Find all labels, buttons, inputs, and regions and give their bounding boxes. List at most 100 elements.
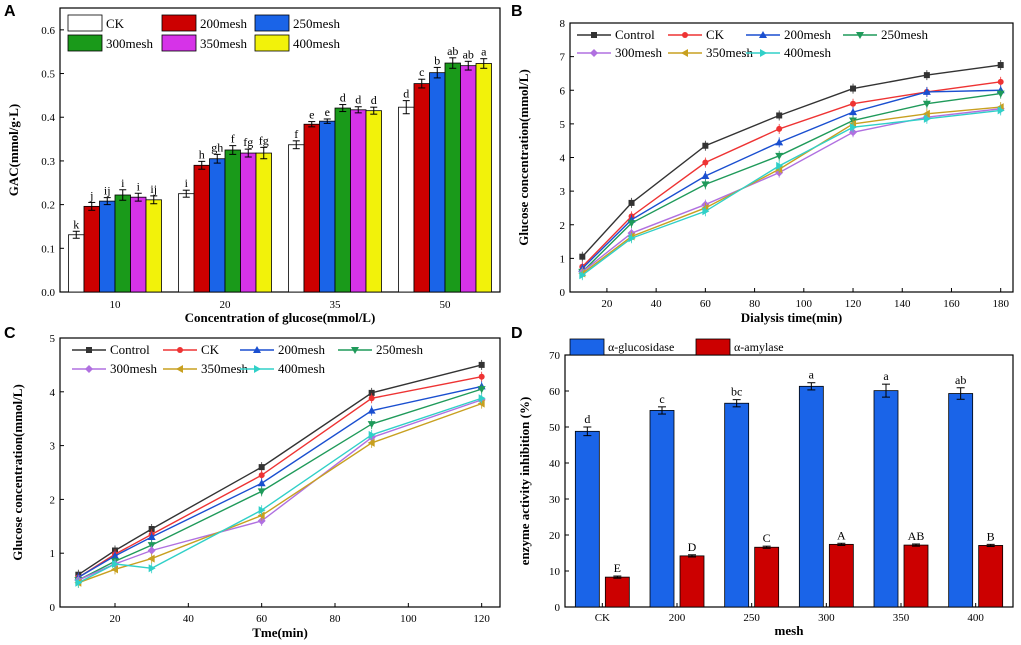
data-marker bbox=[759, 31, 767, 38]
x-tick-label: 180 bbox=[992, 298, 1009, 310]
x-tick-label: 200 bbox=[669, 612, 686, 624]
x-tick-label: 40 bbox=[183, 613, 195, 625]
y-tick-label: 4 bbox=[50, 387, 56, 399]
bar bbox=[828, 543, 854, 608]
bar bbox=[679, 555, 705, 608]
legend-label: 400mesh bbox=[784, 45, 831, 60]
series-line bbox=[581, 92, 1001, 273]
bar-significance-label: B bbox=[987, 529, 995, 543]
bar bbox=[798, 385, 824, 608]
bar bbox=[948, 393, 974, 608]
y-tick-label: 7 bbox=[560, 52, 566, 64]
bar-significance-label: bc bbox=[731, 385, 742, 399]
x-tick-label: 20 bbox=[220, 299, 232, 311]
y-tick-label: 0 bbox=[50, 602, 56, 614]
legend-label: 350mesh bbox=[706, 45, 753, 60]
data-marker bbox=[922, 109, 930, 118]
bar bbox=[398, 106, 415, 293]
data-marker bbox=[368, 389, 375, 396]
legend-label: 400mesh bbox=[293, 36, 340, 51]
bar bbox=[604, 576, 630, 608]
data-marker bbox=[86, 347, 92, 353]
data-marker bbox=[776, 125, 783, 132]
bar-significance-label: c bbox=[659, 392, 664, 406]
bar bbox=[350, 109, 367, 293]
legend-label: Control bbox=[110, 342, 150, 357]
data-marker bbox=[628, 234, 636, 243]
y-tick-label: 8 bbox=[560, 18, 566, 30]
x-tick-label: 80 bbox=[330, 613, 342, 625]
bar-significance-label: e bbox=[309, 108, 314, 122]
bar bbox=[444, 62, 461, 293]
bar bbox=[224, 149, 241, 293]
legend-swatch bbox=[569, 338, 605, 356]
x-tick-label: 300 bbox=[818, 612, 835, 624]
panel-letter-d: D bbox=[511, 325, 523, 342]
y-tick-label: 0 bbox=[555, 602, 561, 614]
data-marker bbox=[701, 181, 710, 189]
legend-label: 300mesh bbox=[106, 36, 153, 51]
x-tick-label: 60 bbox=[700, 298, 712, 310]
y-tick-label: 2 bbox=[50, 494, 56, 506]
legend-label: 250mesh bbox=[376, 342, 423, 357]
data-marker bbox=[591, 32, 597, 38]
bar-significance-label: a bbox=[481, 45, 487, 59]
y-tick-label: 0 bbox=[560, 287, 566, 299]
data-marker bbox=[702, 159, 709, 166]
x-tick-label: 20 bbox=[601, 298, 613, 310]
bar-significance-label: fg bbox=[243, 135, 253, 149]
data-marker bbox=[775, 138, 784, 146]
series-line bbox=[77, 376, 482, 579]
legend-label: CK bbox=[201, 342, 220, 357]
data-marker bbox=[368, 430, 376, 439]
y-tick-label: 5 bbox=[50, 333, 56, 345]
data-marker bbox=[111, 565, 118, 574]
legend-label: 300mesh bbox=[615, 45, 662, 60]
bar bbox=[114, 194, 131, 293]
data-marker bbox=[111, 551, 119, 559]
series-line bbox=[581, 108, 1001, 273]
bar-significance-label: j bbox=[89, 188, 93, 202]
bar bbox=[754, 546, 780, 608]
bar-significance-label: AB bbox=[908, 529, 925, 543]
y-axis-title: enzyme activity inhibition (%) bbox=[517, 397, 532, 566]
data-marker bbox=[147, 554, 155, 563]
bar bbox=[130, 196, 147, 293]
data-marker bbox=[148, 564, 156, 573]
series-line bbox=[581, 106, 1001, 275]
x-tick-label: CK bbox=[595, 612, 610, 624]
bar-significance-label: fg bbox=[259, 133, 269, 147]
data-marker bbox=[775, 152, 784, 160]
x-tick-label: 10 bbox=[110, 299, 122, 311]
series-line bbox=[78, 399, 482, 581]
data-marker bbox=[702, 207, 710, 216]
y-tick-label: 0.2 bbox=[41, 200, 55, 212]
data-marker bbox=[351, 347, 359, 354]
bar-significance-label: C bbox=[763, 531, 771, 545]
series-line bbox=[78, 402, 482, 584]
y-tick-label: 4 bbox=[560, 153, 566, 165]
bar bbox=[413, 83, 430, 293]
legend-label: 350mesh bbox=[200, 36, 247, 51]
data-marker bbox=[258, 506, 266, 515]
x-tick-label: 100 bbox=[796, 298, 813, 310]
data-marker bbox=[922, 100, 931, 108]
panel-b-line-chart: 0 1 2 3 4 5 6 7 8 20 40 60 80 100 120 140 160 180 Glucose … bbox=[516, 18, 1014, 325]
series-line bbox=[77, 364, 482, 576]
bar-significance-label: f bbox=[231, 132, 235, 146]
data-marker bbox=[368, 395, 375, 402]
data-marker bbox=[253, 346, 261, 353]
bar bbox=[240, 152, 257, 293]
data-marker bbox=[477, 399, 485, 408]
data-marker bbox=[257, 511, 265, 520]
x-tick-label: 20 bbox=[110, 613, 122, 625]
x-tick-label: 100 bbox=[400, 613, 417, 625]
data-marker bbox=[776, 161, 784, 170]
x-tick-label: 35 bbox=[330, 299, 342, 311]
y-tick-label: 0.4 bbox=[41, 112, 55, 124]
y-axis-title: GAC(mmol/g·L) bbox=[6, 104, 21, 196]
y-tick-label: 0.0 bbox=[41, 287, 55, 299]
data-marker bbox=[367, 406, 376, 414]
bar bbox=[99, 200, 116, 293]
